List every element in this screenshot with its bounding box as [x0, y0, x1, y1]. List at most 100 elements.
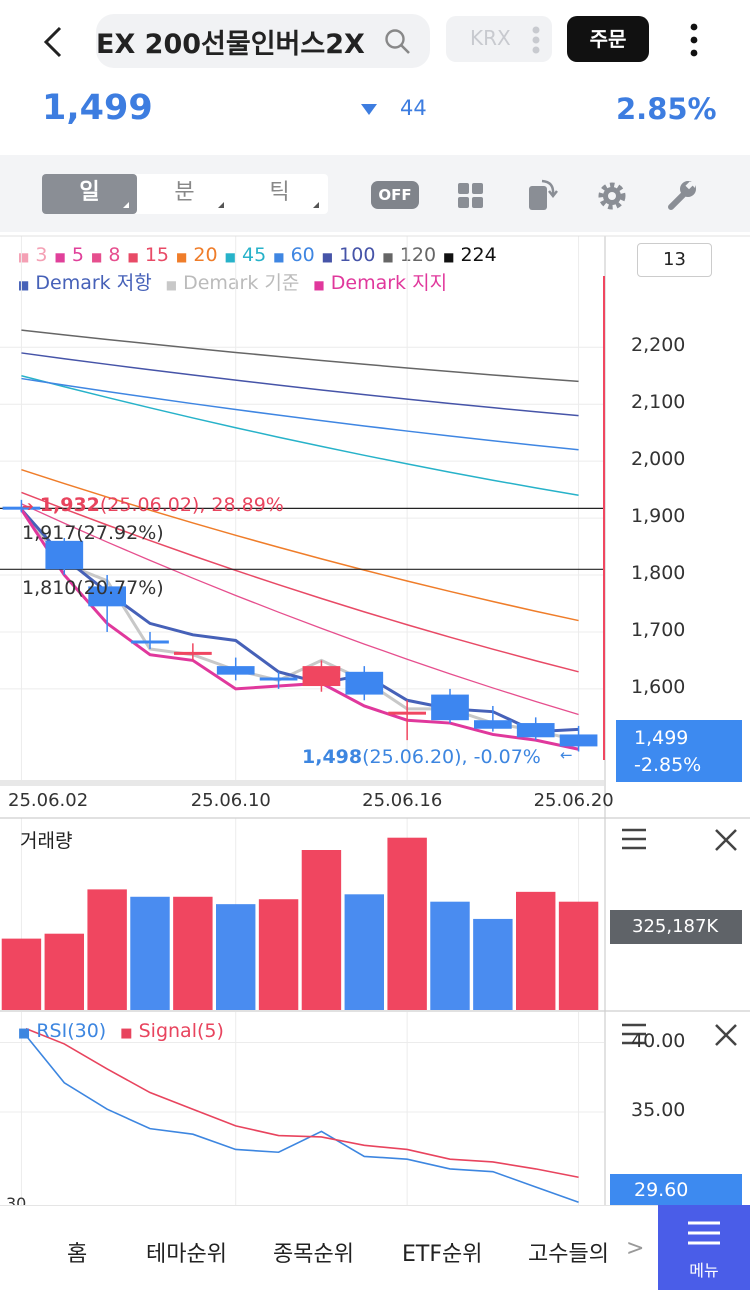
nav-stock-rank[interactable]: 종목순위 [273, 1242, 354, 1267]
more-menu-button[interactable] [684, 22, 704, 62]
off-toggle[interactable]: OFF [371, 181, 419, 209]
candle-body[interactable] [131, 640, 169, 644]
level-1917-label: 1,917(27.92%) [22, 522, 164, 544]
price-axis-label: 1,900 [631, 505, 686, 528]
candle-body[interactable] [45, 540, 84, 570]
rotate-icon[interactable] [522, 176, 562, 216]
hamburger-icon[interactable] [620, 826, 648, 852]
moving-average-line [21, 374, 579, 497]
period-tick-tab[interactable]: 틱 [232, 174, 327, 214]
exchange-selector[interactable]: KRX [446, 16, 552, 62]
ma-legend-item[interactable]: ■ 45 [224, 244, 267, 266]
volume-bar[interactable] [258, 899, 299, 1010]
chart-area[interactable] [0, 0, 750, 1205]
volume-bar[interactable] [1, 938, 42, 1010]
candle-body[interactable] [259, 677, 298, 681]
price-axis-label: 1,800 [631, 562, 686, 584]
down-triangle-icon [361, 104, 377, 115]
candle-body[interactable] [216, 666, 255, 675]
ma-legend-item[interactable]: ■ 3 [18, 244, 48, 266]
candle-body[interactable] [302, 666, 341, 687]
demark-line [20, 508, 579, 743]
volume-current-tag: 325,187K [610, 910, 742, 944]
signal-legend-label: Signal(5) [138, 1020, 224, 1042]
stock-search-box[interactable]: EX 200선물인버스2X [96, 14, 430, 68]
volume-bar[interactable] [516, 891, 556, 1010]
volume-bar[interactable] [87, 889, 127, 1010]
ma-legend-item[interactable]: ■ 100 [321, 244, 376, 266]
volume-bar[interactable] [173, 896, 213, 1010]
x-axis-date-label: 25.06.16 [362, 790, 443, 811]
ma-legend-item[interactable]: ■ 60 [273, 244, 315, 266]
candle-body[interactable] [345, 671, 384, 695]
demark-legend-item[interactable]: ■ Demark 지지 [313, 272, 448, 294]
price-tag-value: 1,499 [634, 727, 689, 749]
close-icon[interactable] [712, 1021, 740, 1049]
volume-bar[interactable] [216, 904, 256, 1010]
bottom-navigation: 홈 테마순위 종목순위 ETF순위 고수들의 > [0, 1205, 750, 1291]
rsi-series-line [25, 1027, 579, 1179]
volume-bar[interactable] [44, 933, 84, 1010]
price-change-percent: 2.85% [616, 92, 717, 126]
candle-body[interactable] [2, 506, 41, 510]
volume-bar[interactable] [344, 894, 384, 1010]
demark-legend-item[interactable]: ■ Demark 기준 [165, 272, 300, 294]
moving-average-line [21, 491, 579, 673]
nav-theme-rank[interactable]: 테마순위 [146, 1242, 227, 1267]
low-annotation: 1,498(25.06.20), -0.07% [302, 746, 541, 768]
demark-legend-item[interactable]: ■ Demark 저항 [18, 272, 152, 294]
candle-body[interactable] [174, 651, 212, 655]
volume-bar[interactable] [430, 901, 470, 1010]
nav-home[interactable]: 홈 [67, 1242, 88, 1267]
ma-legend-item[interactable]: ■ 5 [54, 244, 84, 266]
candle-body[interactable] [88, 586, 126, 607]
volume-bar[interactable] [473, 918, 513, 1010]
high-annotation: ➔ 1,932(25.06.02), 28.89% [22, 494, 284, 516]
period-day-tab[interactable]: 일 [42, 174, 137, 214]
scroll-track[interactable] [0, 780, 604, 786]
ma-legend-item[interactable]: ■ 8 [90, 244, 121, 266]
order-button[interactable]: 주문 [567, 16, 649, 62]
back-button[interactable] [38, 22, 74, 62]
candle-body[interactable] [516, 723, 555, 738]
nav-etf-rank[interactable]: ETF순위 [402, 1242, 483, 1267]
nav-experts[interactable]: 고수들의 [528, 1242, 609, 1267]
exchange-label: KRX [470, 26, 511, 50]
wrench-icon[interactable] [662, 176, 702, 216]
candle-body[interactable] [559, 734, 598, 747]
x-axis-date-label: 25.06.02 [8, 790, 89, 811]
price-change: 44 [400, 96, 427, 120]
rsi-legend: ■ RSI(30) ■ Signal(5) [18, 1020, 224, 1042]
demark-legend: ■ Demark 저항 ■ Demark 기준 ■ Demark 지지 [18, 268, 461, 295]
ma-legend-item[interactable]: ■ 15 [127, 244, 170, 266]
more-vertical-icon [532, 26, 540, 54]
menu-button[interactable]: 메뉴 [658, 1205, 750, 1290]
moving-average-line [21, 329, 579, 383]
gear-icon[interactable] [592, 176, 632, 216]
rsi-legend-label: RSI(30) [36, 1020, 107, 1042]
grid-icon[interactable] [452, 176, 492, 216]
stock-name: EX 200선물인버스2X [96, 29, 365, 60]
close-icon[interactable] [712, 826, 740, 854]
volume-bar[interactable] [558, 901, 599, 1010]
rsi-axis-label: 40.00 [631, 1029, 686, 1052]
candle-body[interactable] [474, 720, 512, 729]
volume-bar[interactable] [130, 896, 170, 1010]
x-axis-date-label: 25.06.10 [190, 790, 271, 811]
ma-legend-item[interactable]: ■ 120 [382, 244, 437, 266]
price-axis-label: 2,000 [631, 448, 686, 471]
volume-bar[interactable] [301, 850, 342, 1010]
volume-bar[interactable] [387, 837, 427, 1010]
nav-more-chevron[interactable]: > [626, 1236, 645, 1261]
ma-legend-item[interactable]: ■ 20 [176, 244, 218, 266]
hamburger-icon [688, 1221, 720, 1245]
candle-body[interactable] [431, 694, 469, 721]
left-arrow-icon: ← [560, 746, 573, 764]
kebab-menu-icon [690, 23, 698, 57]
hamburger-icon[interactable] [620, 1021, 648, 1047]
moving-average-line [21, 468, 579, 622]
candle-body[interactable] [388, 711, 426, 715]
period-minute-tab[interactable]: 분 [137, 174, 232, 214]
range-box[interactable]: 13 [637, 243, 712, 277]
ma-legend-item[interactable]: ■ 224 [443, 244, 497, 266]
